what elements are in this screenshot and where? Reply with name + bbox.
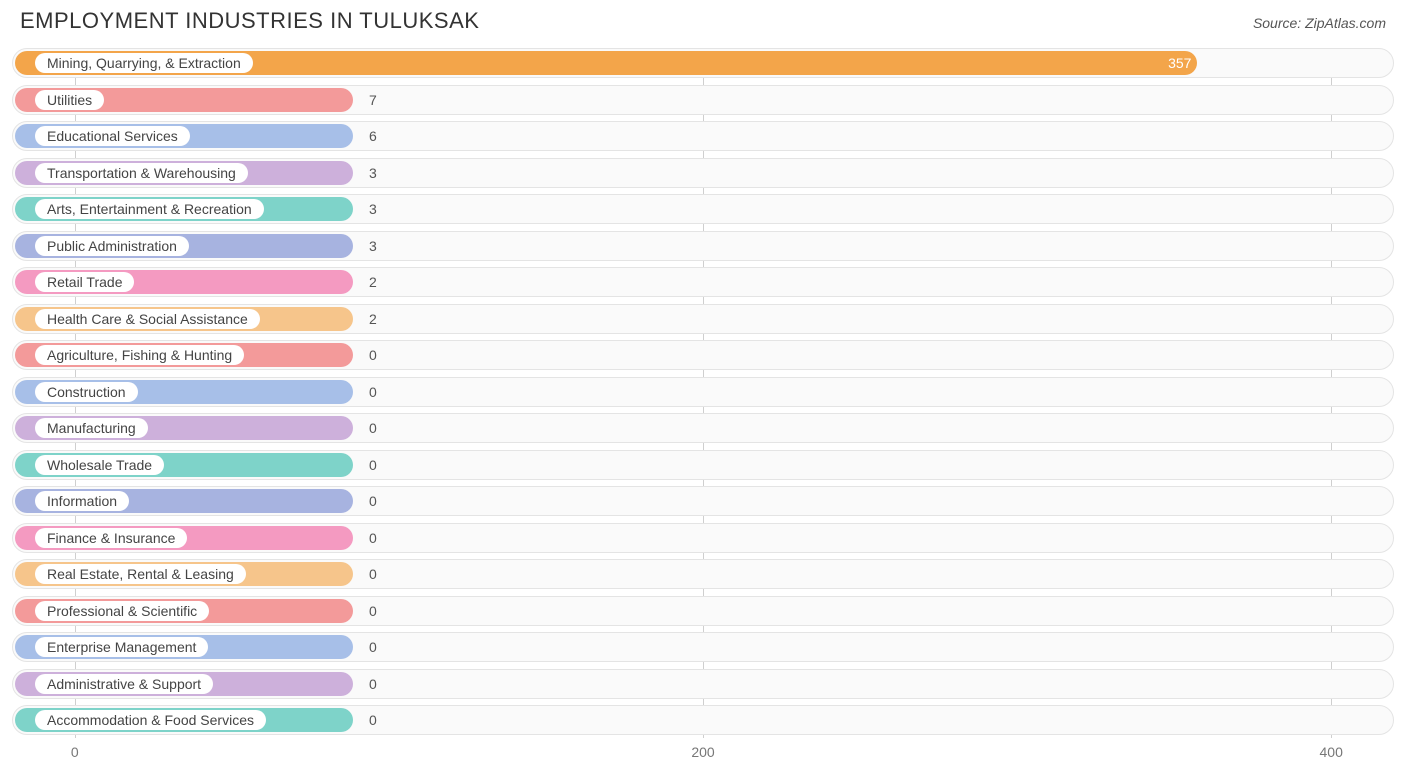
bar-value: 0 <box>361 524 385 552</box>
bar-value: 2 <box>361 268 385 296</box>
bar-row: Construction 0 <box>12 377 1394 407</box>
chart-title: EMPLOYMENT INDUSTRIES IN TULUKSAK <box>20 8 479 34</box>
bar-label: Arts, Entertainment & Recreation <box>35 199 264 219</box>
bar-row: Real Estate, Rental & Leasing 0 <box>12 559 1394 589</box>
bar-value: 0 <box>361 414 385 442</box>
bar-value: 0 <box>361 378 385 406</box>
bar-label: Agriculture, Fishing & Hunting <box>35 345 244 365</box>
bar-value: 6 <box>361 122 385 150</box>
bar-row: Agriculture, Fishing & Hunting 0 <box>12 340 1394 370</box>
bar-value: 0 <box>361 706 385 734</box>
bar-label: Mining, Quarrying, & Extraction <box>35 53 253 73</box>
bar-value: 0 <box>361 487 385 515</box>
bar-label: Public Administration <box>35 236 189 256</box>
bar-value: 2 <box>361 305 385 333</box>
bar-label: Transportation & Warehousing <box>35 163 248 183</box>
bar-row: Wholesale Trade 0 <box>12 450 1394 480</box>
bar-row: Manufacturing 0 <box>12 413 1394 443</box>
chart-source: Source: ZipAtlas.com <box>1253 15 1386 31</box>
bar-label: Retail Trade <box>35 272 134 292</box>
bar-label: Wholesale Trade <box>35 455 164 475</box>
bar-value: 0 <box>361 560 385 588</box>
bar-row: Mining, Quarrying, & Extraction 357 <box>12 48 1394 78</box>
bar-label: Administrative & Support <box>35 674 213 694</box>
bar-row: Transportation & Warehousing 3 <box>12 158 1394 188</box>
bar-row: Public Administration 3 <box>12 231 1394 261</box>
bar-row: Retail Trade 2 <box>12 267 1394 297</box>
chart-header: EMPLOYMENT INDUSTRIES IN TULUKSAK Source… <box>0 0 1406 38</box>
bar-row: Enterprise Management 0 <box>12 632 1394 662</box>
bar-label: Manufacturing <box>35 418 148 438</box>
bar-value: 0 <box>361 670 385 698</box>
bar-label: Health Care & Social Assistance <box>35 309 260 329</box>
bar-value: 3 <box>361 195 385 223</box>
bar-value: 3 <box>361 232 385 260</box>
bar-value: 0 <box>361 633 385 661</box>
bar-label: Professional & Scientific <box>35 601 209 621</box>
bar-label: Construction <box>35 382 138 402</box>
bar-value: 3 <box>361 159 385 187</box>
bar-row: Health Care & Social Assistance 2 <box>12 304 1394 334</box>
x-tick: 200 <box>691 744 714 760</box>
bar-row: Information 0 <box>12 486 1394 516</box>
bar-row: Professional & Scientific 0 <box>12 596 1394 626</box>
bar-label: Educational Services <box>35 126 190 146</box>
bars-container: Mining, Quarrying, & Extraction 357 Utilit… <box>12 48 1394 735</box>
bar-row: Accommodation & Food Services 0 <box>12 705 1394 735</box>
bar-value: 0 <box>361 597 385 625</box>
bar-row: Utilities 7 <box>12 85 1394 115</box>
bar-row: Arts, Entertainment & Recreation 3 <box>12 194 1394 224</box>
bar-label: Real Estate, Rental & Leasing <box>35 564 246 584</box>
bar-value: 7 <box>361 86 385 114</box>
x-axis: 0 200 400 <box>12 738 1394 768</box>
chart-plot-area: Mining, Quarrying, & Extraction 357 Utilit… <box>12 48 1394 738</box>
bar-value: 0 <box>361 451 385 479</box>
bar-row: Administrative & Support 0 <box>12 669 1394 699</box>
bar-label: Utilities <box>35 90 104 110</box>
bar-label: Finance & Insurance <box>35 528 187 548</box>
bar-label: Enterprise Management <box>35 637 208 657</box>
bar-row: Educational Services 6 <box>12 121 1394 151</box>
bar-row: Finance & Insurance 0 <box>12 523 1394 553</box>
x-tick: 400 <box>1319 744 1342 760</box>
bar-value: 357 <box>1160 49 1383 77</box>
bar-label: Information <box>35 491 129 511</box>
bar-label: Accommodation & Food Services <box>35 710 266 730</box>
bar-value: 0 <box>361 341 385 369</box>
x-tick: 0 <box>71 744 79 760</box>
